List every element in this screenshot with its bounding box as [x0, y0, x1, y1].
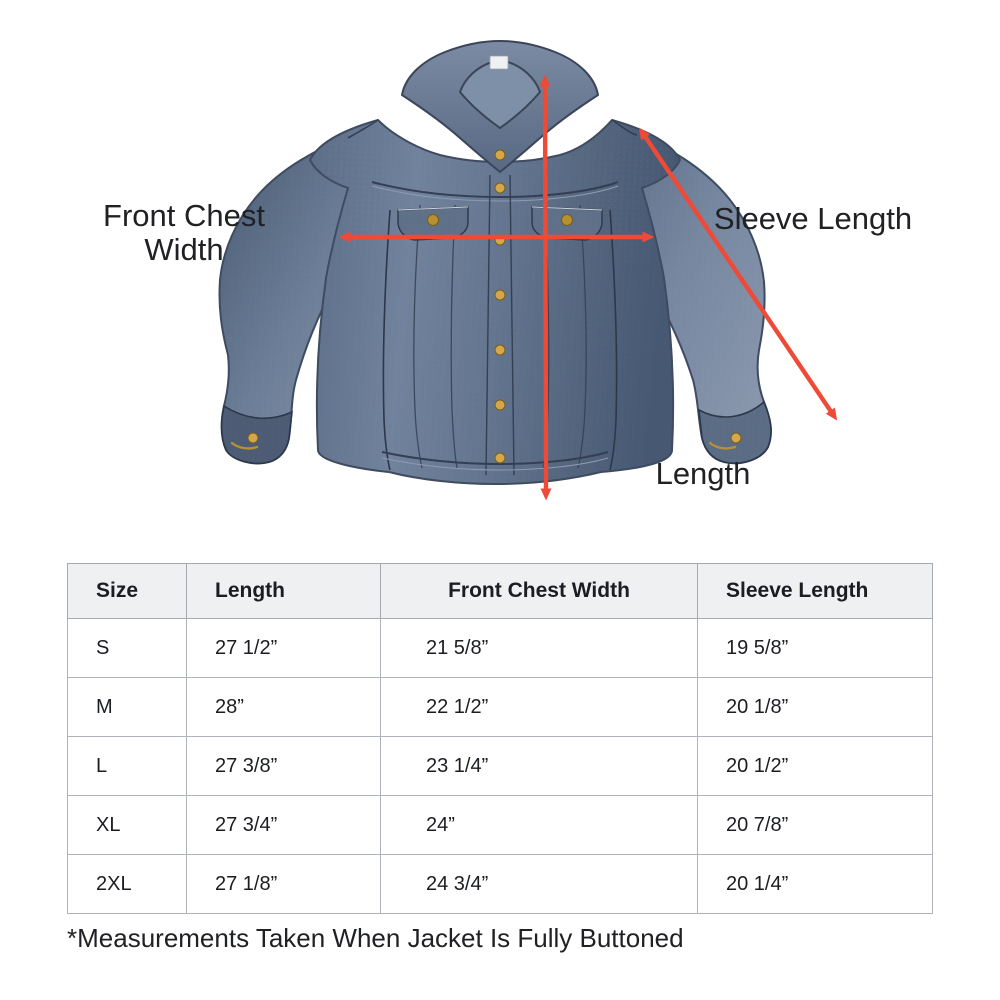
svg-text:Length: Length	[656, 456, 751, 491]
svg-text:Sleeve Length: Sleeve Length	[714, 201, 912, 236]
svg-text:Width: Width	[144, 232, 223, 267]
svg-text:Front Chest: Front Chest	[103, 198, 265, 233]
